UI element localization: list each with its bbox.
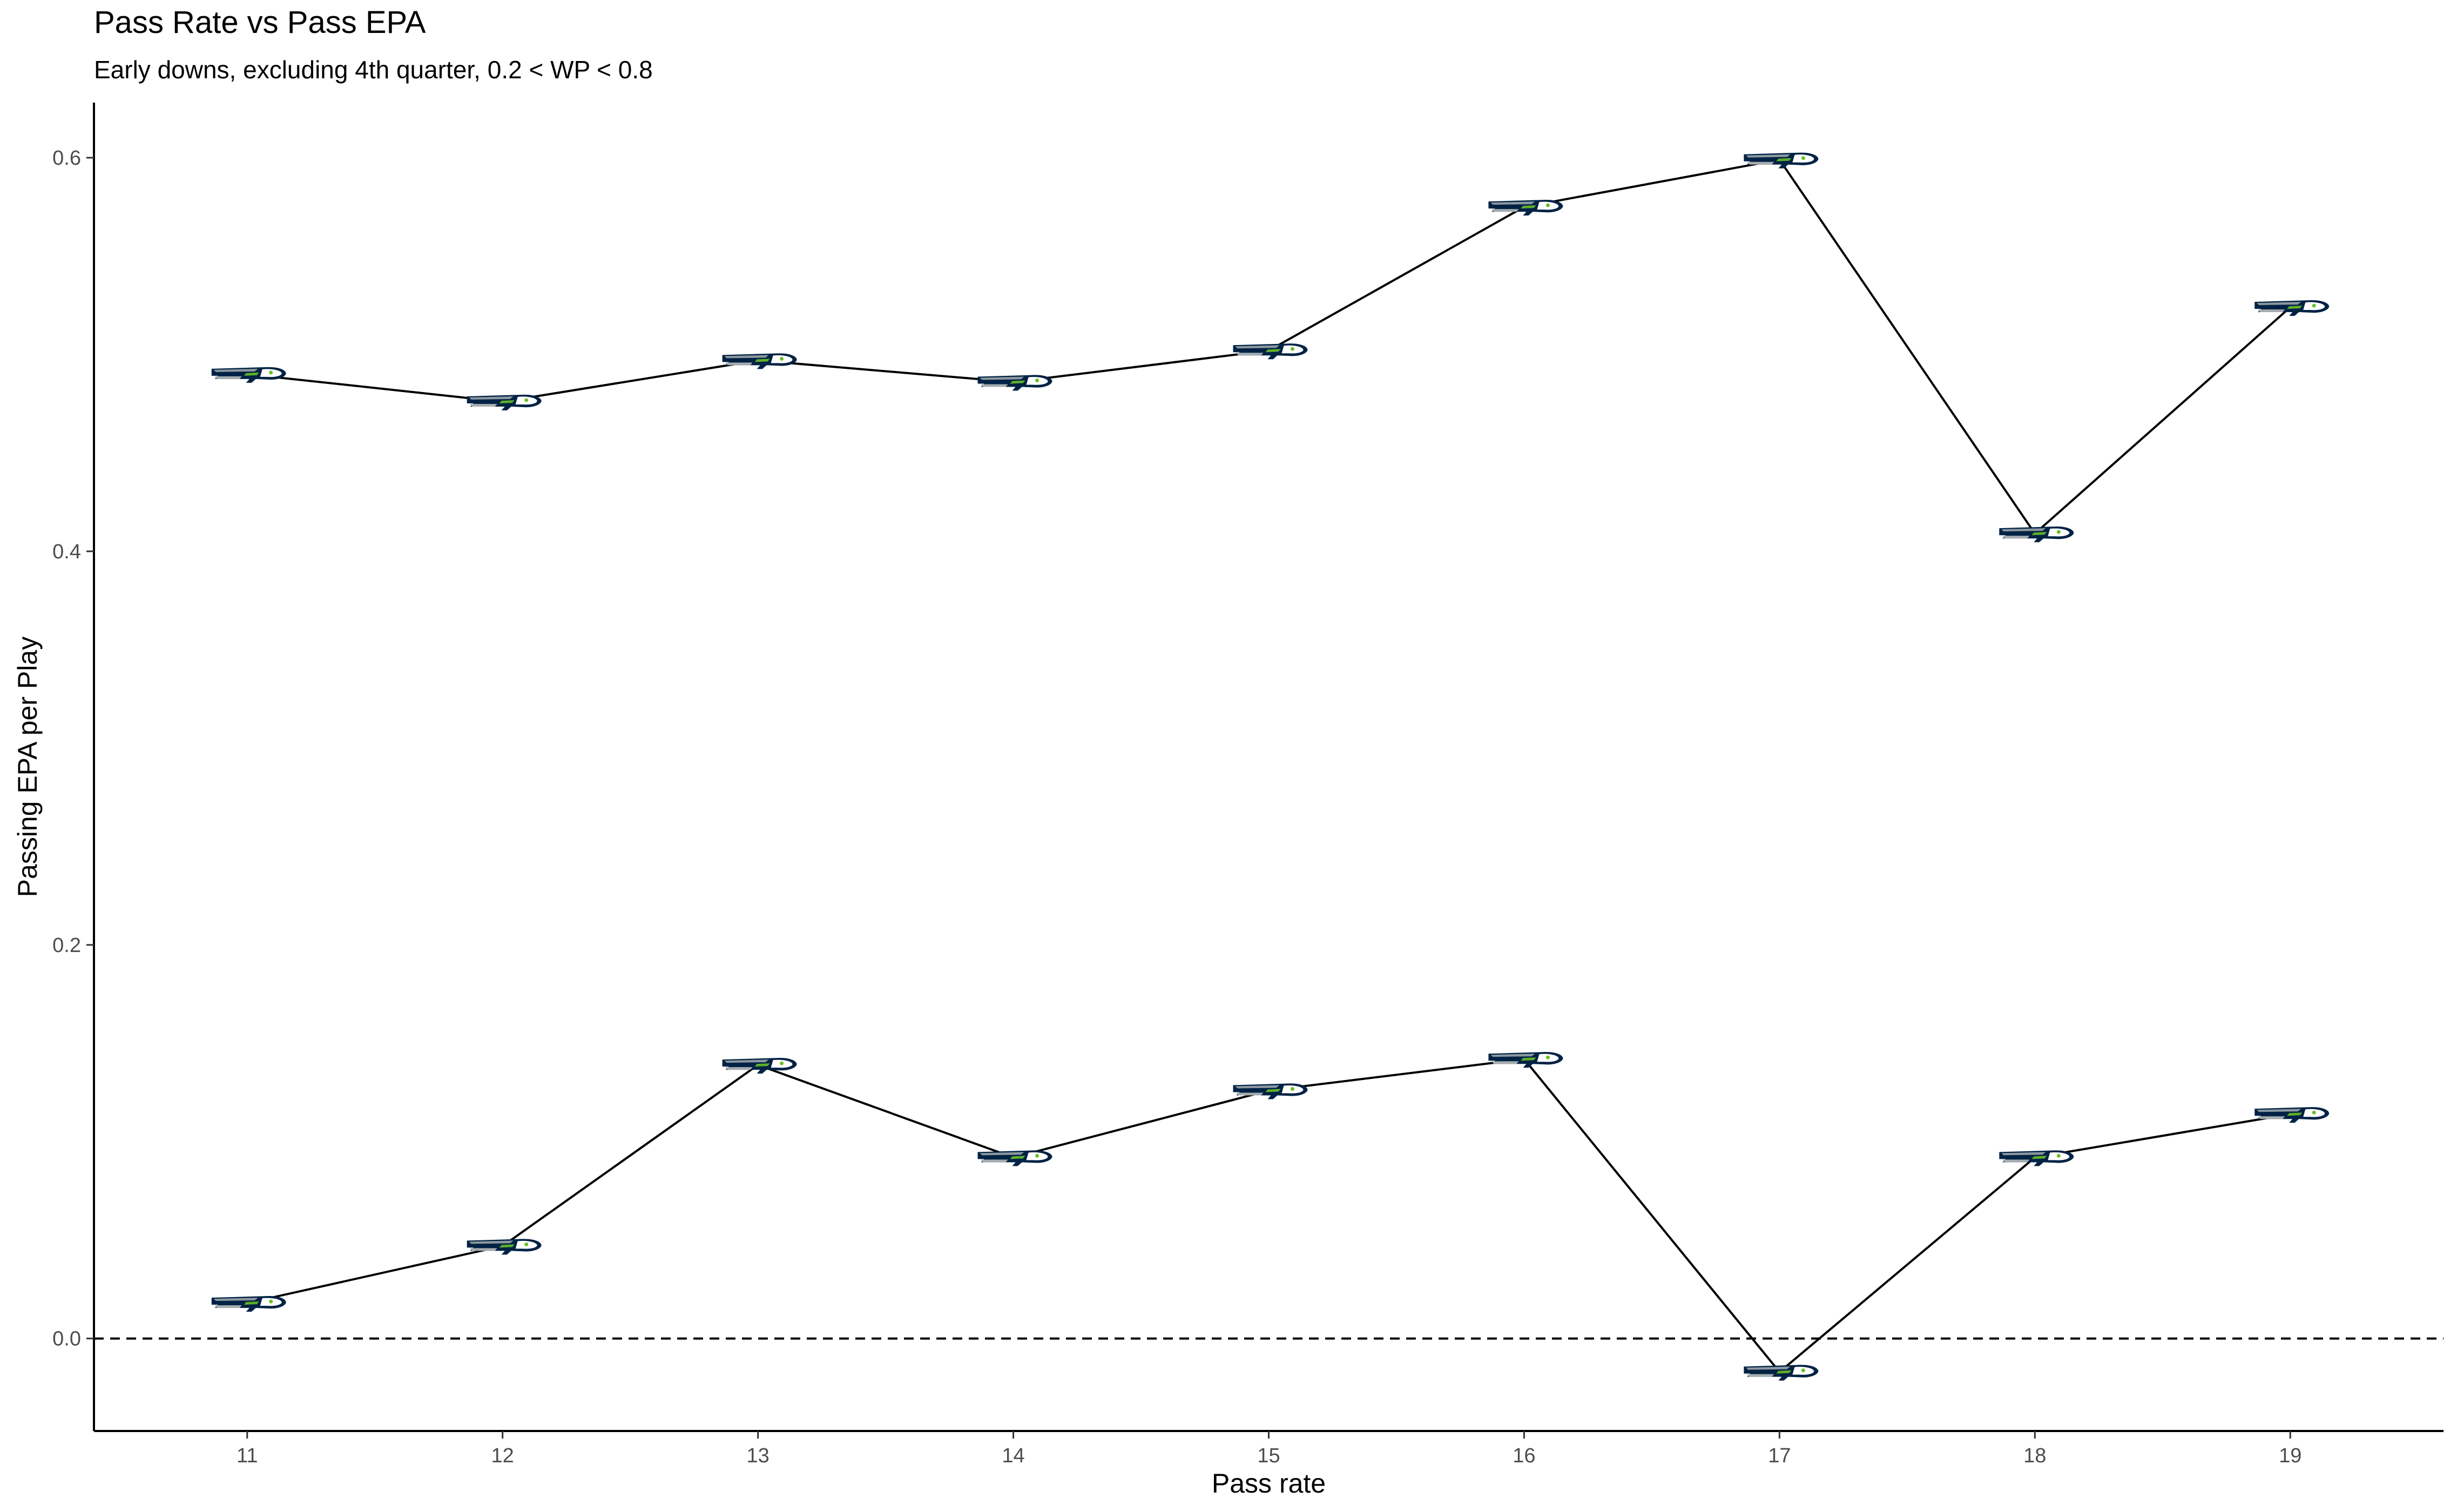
chart-subtitle: Early downs, excluding 4th quarter, 0.2 …: [94, 56, 653, 84]
x-tick-label: 17: [1768, 1444, 1791, 1467]
x-tick-label: 13: [746, 1444, 769, 1467]
chart-title: Pass Rate vs Pass EPA: [94, 5, 426, 40]
seahawks-logo-icon: [2254, 1107, 2330, 1123]
axes: [93, 103, 2444, 1432]
x-tick-label: 15: [1257, 1444, 1280, 1467]
seahawks-logo-icon: [1233, 343, 1308, 360]
series-line-2: [247, 1058, 2291, 1373]
seahawks-logo-icon: [977, 375, 1052, 391]
seahawks-logo-icon: [1744, 1365, 1819, 1381]
x-tick-label: 12: [491, 1444, 514, 1467]
seahawks-logo-icon: [722, 1058, 797, 1074]
seahawks-logo-icon: [722, 353, 797, 369]
y-tick-label: 0.4: [52, 541, 81, 563]
x-tick-label: 18: [2023, 1444, 2046, 1467]
y-tick-label: 0.2: [52, 934, 81, 957]
seahawks-logo-icon: [211, 367, 286, 383]
x-tick-label: 11: [237, 1444, 258, 1467]
seahawks-logo-icon: [211, 1296, 286, 1312]
seahawks-logo-icon: [1488, 1052, 1563, 1068]
x-tick-label: 19: [2279, 1444, 2301, 1467]
x-tick-label: 16: [1513, 1444, 1535, 1467]
seahawks-logo-icon: [977, 1150, 1052, 1166]
seahawks-logo-icon: [467, 394, 542, 410]
y-tick-label: 0.0: [52, 1328, 81, 1351]
seahawks-logo-icon: [2254, 300, 2330, 316]
x-tick-label: 14: [1002, 1444, 1024, 1467]
x-axis-title: Pass rate: [1212, 1468, 1326, 1498]
seahawks-logo-icon: [1488, 200, 1563, 216]
seahawks-logo-icon: [1999, 1150, 2074, 1166]
y-axis-title: Passing EPA per Play: [12, 637, 43, 897]
ticks: 0.0 0.2 0.4 0.6 11 12 13 14 15 16 17 18 19: [52, 147, 2301, 1467]
y-tick-label: 0.6: [52, 147, 81, 170]
series-points: [211, 152, 2330, 1381]
seahawks-logo-icon: [1744, 152, 1819, 168]
series-lines: [247, 158, 2291, 1373]
seahawks-logo-icon: [1999, 526, 2074, 543]
